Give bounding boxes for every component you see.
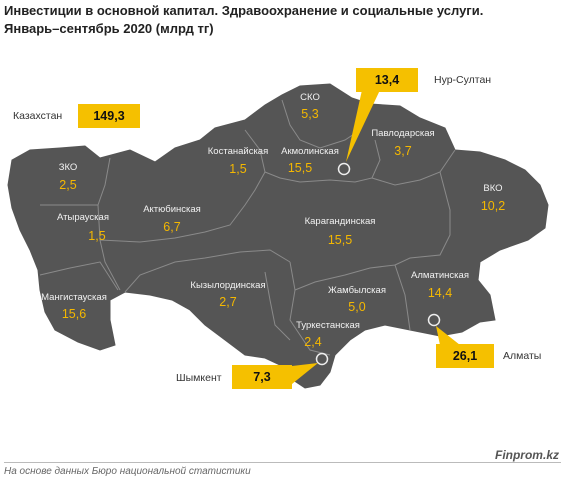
region-name: Алматинская <box>411 270 469 281</box>
region-name: Карагандинская <box>304 216 376 227</box>
region-name: СКО <box>300 92 320 103</box>
region-borders <box>39 99 456 356</box>
region-name: Акмолинская <box>281 146 339 157</box>
city-markers <box>315 162 441 366</box>
region-value: 1,5 <box>229 162 247 176</box>
title-line-1: Инвестиции в основной капитал. Здравоохр… <box>4 3 484 18</box>
region-value: 15,6 <box>61 307 87 321</box>
almaty-label: Алматы <box>503 350 542 362</box>
title-line-2: Январь–сентябрь 2020 (млрд тг) <box>4 21 214 36</box>
shymkent-label: Шымкент <box>176 372 222 384</box>
region-name: ЗКО <box>58 162 78 173</box>
shymkent-pointer <box>292 363 318 384</box>
region-name: ВКО <box>483 183 503 194</box>
country-total-box: 149,3 <box>78 104 140 128</box>
country-shape <box>7 83 549 389</box>
almaty-marker <box>427 313 441 327</box>
region-value: 6,7 <box>163 220 181 234</box>
shymkent-marker <box>315 352 329 366</box>
footer-divider <box>4 462 561 463</box>
region-value: 15,5 <box>287 161 313 175</box>
region-name: Туркестанская <box>296 320 360 331</box>
region-value: 5,3 <box>301 107 319 121</box>
region-name: Жамбылская <box>328 285 386 296</box>
region-name: Костанайская <box>207 146 269 157</box>
region-value: 1,5 <box>88 229 106 243</box>
almaty-pointer <box>436 326 460 345</box>
shymkent-value-box: 7,3 <box>232 365 292 389</box>
almaty-value-box: 26,1 <box>436 344 494 368</box>
region-name: Мангистауская <box>41 292 107 303</box>
region-value: 2,4 <box>304 335 322 349</box>
region-value: 3,7 <box>394 144 412 158</box>
region-value: 14,4 <box>427 286 453 300</box>
region-value: 15,5 <box>327 233 353 247</box>
region-name: Павлодарская <box>371 128 435 139</box>
source-note: На основе данных Бюро национальной стати… <box>4 466 251 477</box>
nur-sultan-pointer <box>346 90 380 162</box>
brand-logo: Finprom.kz <box>494 448 559 462</box>
region-value: 2,7 <box>219 295 237 309</box>
callout-pointers <box>292 90 460 384</box>
country-label: Казахстан <box>13 110 63 122</box>
region-name: Кызылординская <box>190 280 266 291</box>
nur-sultan-label: Нур-Султан <box>434 74 492 86</box>
region-value: 5,0 <box>348 300 366 314</box>
region-name: Актюбинская <box>143 204 201 215</box>
nur-sultan-value-box: 13,4 <box>356 68 418 92</box>
chart-title: Инвестиции в основной капитал. Здравоохр… <box>4 2 483 38</box>
region-value: 2,5 <box>59 178 77 192</box>
region-value: 10,2 <box>480 199 506 213</box>
nur-sultan-marker <box>337 162 351 176</box>
region-name: Атырауская <box>57 212 109 223</box>
